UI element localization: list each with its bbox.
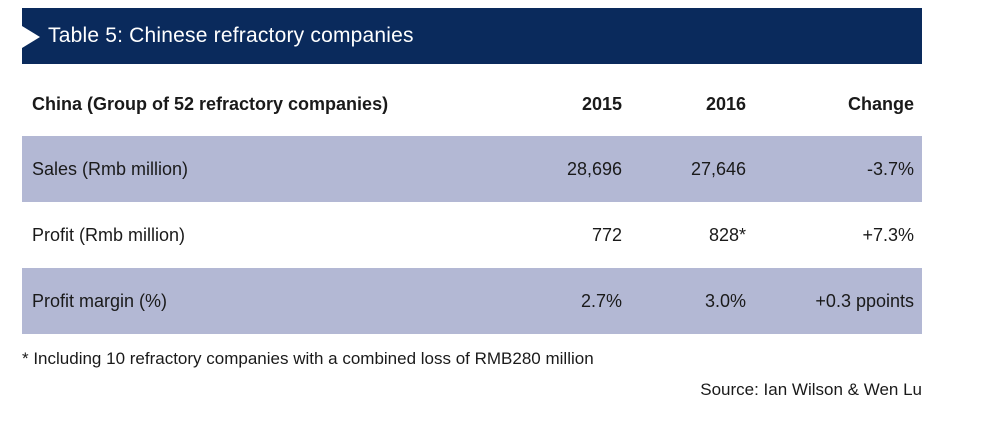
row-change: +7.3% — [862, 224, 914, 245]
table-row-profit-margin: Profit margin (%) 2.7% 3.0% +0.3 ppoints — [22, 268, 922, 334]
source-credit: Source: Ian Wilson & Wen Lu — [700, 380, 922, 399]
table-title-bar: Table 5: Chinese refractory companies — [22, 8, 922, 64]
row-value-2015: 2.7% — [580, 290, 622, 311]
header-2015: 2015 — [581, 93, 622, 114]
row-label: Sales (Rmb million) — [32, 158, 189, 179]
header-2016: 2016 — [705, 93, 746, 114]
table-title: Table 5: Chinese refractory companies — [48, 24, 414, 47]
row-change: +0.3 ppoints — [815, 290, 914, 311]
row-value-2016: 27,646 — [690, 158, 746, 179]
header-change: Change — [847, 93, 914, 114]
table-row-sales: Sales (Rmb million) 28,696 27,646 -3.7% — [22, 136, 922, 202]
table-header-row: China (Group of 52 refractory companies)… — [22, 72, 922, 136]
row-label: Profit margin (%) — [32, 290, 168, 311]
arrow-icon — [22, 26, 40, 48]
row-change: -3.7% — [866, 158, 914, 179]
row-value-2015: 28,696 — [566, 158, 622, 179]
header-label: China (Group of 52 refractory companies) — [32, 93, 389, 114]
row-value-2016: 828* — [708, 224, 746, 245]
row-value-2016: 3.0% — [704, 290, 746, 311]
refractory-table: China (Group of 52 refractory companies)… — [22, 72, 922, 334]
footnote: * Including 10 refractory companies with… — [22, 349, 594, 368]
table-row-profit: Profit (Rmb million) 772 828* +7.3% — [22, 202, 922, 268]
row-value-2015: 772 — [591, 224, 622, 245]
row-label: Profit (Rmb million) — [32, 224, 186, 245]
